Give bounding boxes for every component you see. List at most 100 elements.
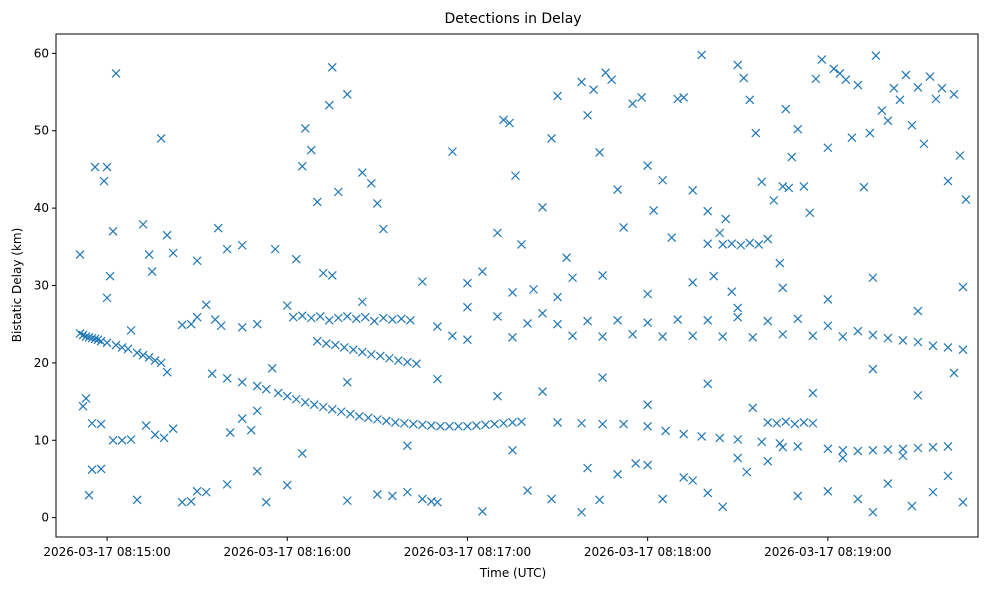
data-point — [126, 325, 136, 335]
data-point — [378, 224, 388, 234]
data-point — [493, 391, 502, 401]
data-point — [90, 334, 100, 344]
data-point — [811, 74, 821, 84]
data-point — [868, 445, 878, 455]
data-point — [688, 476, 698, 485]
data-point — [883, 479, 893, 489]
data-point — [342, 377, 352, 387]
data-point — [868, 507, 878, 517]
data-point — [679, 429, 689, 439]
data-point — [505, 118, 514, 128]
data-point — [568, 331, 577, 341]
data-point — [435, 421, 445, 431]
data-point — [823, 295, 833, 304]
data-point — [523, 318, 532, 328]
data-point — [300, 397, 310, 407]
data-point — [607, 75, 617, 85]
data-point — [547, 134, 556, 143]
data-point — [661, 426, 671, 436]
data-point — [318, 268, 328, 278]
data-point — [757, 437, 767, 447]
data-point — [715, 228, 725, 238]
data-point — [838, 332, 848, 341]
data-point — [432, 374, 442, 384]
data-point — [147, 267, 157, 276]
data-point — [478, 507, 487, 516]
data-point — [432, 322, 442, 331]
data-point — [721, 214, 731, 224]
data-point — [508, 418, 517, 427]
data-point — [895, 95, 905, 105]
data-point — [823, 143, 833, 153]
data-point — [787, 152, 797, 162]
data-point — [472, 421, 481, 430]
data-point — [817, 55, 827, 64]
data-point — [658, 175, 668, 185]
data-point — [360, 312, 370, 322]
data-point — [649, 206, 659, 215]
data-point — [643, 400, 653, 410]
data-point — [961, 195, 971, 205]
data-point — [937, 83, 947, 93]
y-tick-label: 20 — [34, 356, 49, 370]
data-point — [481, 420, 490, 430]
data-point — [727, 239, 737, 249]
data-point — [583, 316, 593, 326]
data-point — [838, 445, 848, 455]
data-point — [81, 332, 91, 341]
data-point — [78, 401, 88, 411]
data-point — [778, 182, 788, 191]
data-point — [357, 168, 367, 177]
data-point — [417, 494, 427, 504]
data-point — [853, 80, 863, 90]
data-point — [703, 379, 713, 389]
data-point — [778, 329, 788, 339]
data-point — [312, 197, 322, 207]
data-point — [781, 104, 791, 114]
data-point — [123, 344, 133, 354]
data-point — [553, 292, 562, 302]
data-point — [261, 384, 271, 394]
data-point — [745, 95, 755, 105]
data-point — [613, 469, 623, 479]
data-point — [396, 314, 406, 324]
data-point — [778, 442, 788, 452]
data-point — [222, 244, 232, 254]
data-point — [270, 244, 280, 254]
data-point — [613, 315, 623, 325]
data-point — [733, 303, 743, 313]
data-point — [583, 463, 593, 473]
data-point — [631, 459, 641, 468]
data-point — [327, 271, 337, 280]
data-point — [417, 420, 427, 430]
data-point — [96, 464, 106, 474]
data-point — [237, 322, 247, 332]
data-point — [703, 239, 713, 249]
data-point — [399, 418, 409, 428]
data-point — [111, 340, 121, 350]
data-point — [751, 128, 761, 138]
data-point — [87, 465, 97, 475]
data-point — [348, 345, 358, 355]
data-point — [508, 332, 517, 342]
data-point — [883, 116, 893, 126]
data-point — [619, 419, 629, 429]
data-point — [868, 364, 878, 374]
y-tick-label: 0 — [41, 511, 49, 525]
data-point — [901, 70, 911, 80]
data-point — [342, 312, 352, 321]
data-point — [102, 162, 112, 172]
data-point — [595, 495, 605, 505]
data-point — [703, 206, 713, 216]
data-point — [772, 418, 782, 428]
data-point — [354, 411, 364, 421]
data-point — [312, 336, 322, 346]
data-point — [273, 388, 283, 398]
data-point — [658, 494, 668, 504]
data-point — [402, 487, 412, 497]
y-axis-label: Bistatic Delay (km) — [10, 228, 24, 343]
data-point — [913, 390, 923, 400]
data-point — [324, 315, 334, 325]
data-point — [577, 77, 586, 87]
data-point — [309, 400, 319, 410]
